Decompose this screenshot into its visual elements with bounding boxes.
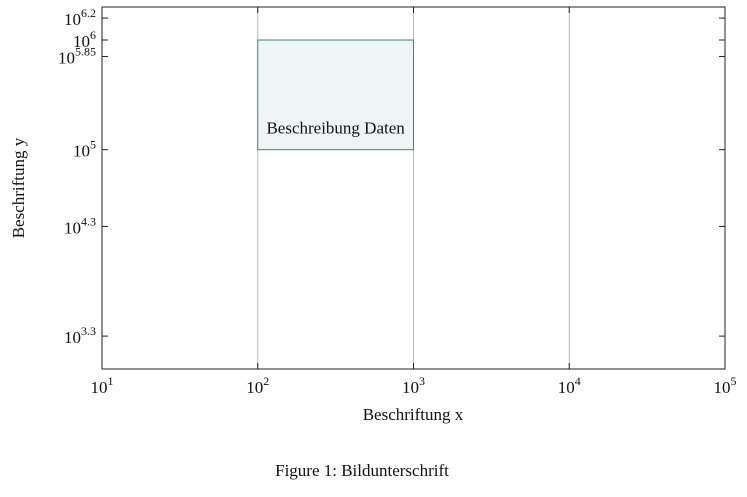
plot-frame xyxy=(101,6,726,370)
tick-base: 10 xyxy=(91,378,108,397)
x-axis-label: Beschriftung x xyxy=(363,405,464,424)
tick-exponent: 5.85 xyxy=(75,44,96,58)
tick-exponent: 2 xyxy=(263,374,269,388)
tick-base: 10 xyxy=(73,32,90,51)
y-tick-label: 105 xyxy=(73,137,96,160)
tick-exponent: 4.3 xyxy=(81,214,96,228)
y-tick-label: 105.85 xyxy=(58,44,96,67)
x-tick-label: 104 xyxy=(558,374,581,397)
tick-base: 10 xyxy=(64,328,81,347)
x-tick-label: 105 xyxy=(714,374,737,397)
y-tick-label: 103.3 xyxy=(64,324,96,347)
tick-exponent: 5 xyxy=(90,137,96,151)
x-tick-label: 101 xyxy=(91,374,114,397)
y-axis-label: Beschriftung y xyxy=(9,137,28,238)
tick-base: 10 xyxy=(714,378,731,397)
data-rectangle xyxy=(257,39,414,151)
tick-exponent: 4 xyxy=(575,374,581,388)
tick-base: 10 xyxy=(558,378,575,397)
y-tick-label: 106 xyxy=(73,28,96,51)
caption: Figure 1: Bildunterschrift xyxy=(275,461,449,480)
y-tick-label: 106.2 xyxy=(64,6,96,29)
tick-base: 10 xyxy=(246,378,263,397)
tick-base: 10 xyxy=(64,218,81,237)
tick-exponent: 5 xyxy=(731,374,737,388)
tick-exponent: 6.2 xyxy=(81,6,96,20)
y-tick-label: 104.3 xyxy=(64,214,96,237)
x-tick-label: 103 xyxy=(402,374,425,397)
tick-base: 10 xyxy=(73,142,90,161)
tick-exponent: 3.3 xyxy=(81,324,96,338)
tick-base: 10 xyxy=(64,10,81,29)
tick-exponent: 6 xyxy=(90,28,96,42)
tick-base: 10 xyxy=(402,378,419,397)
tick-exponent: 1 xyxy=(108,374,114,388)
annotation: Beschreibung Daten xyxy=(266,119,405,138)
tick-exponent: 3 xyxy=(419,374,425,388)
tick-base: 10 xyxy=(58,48,75,67)
x-tick-label: 102 xyxy=(246,374,269,397)
